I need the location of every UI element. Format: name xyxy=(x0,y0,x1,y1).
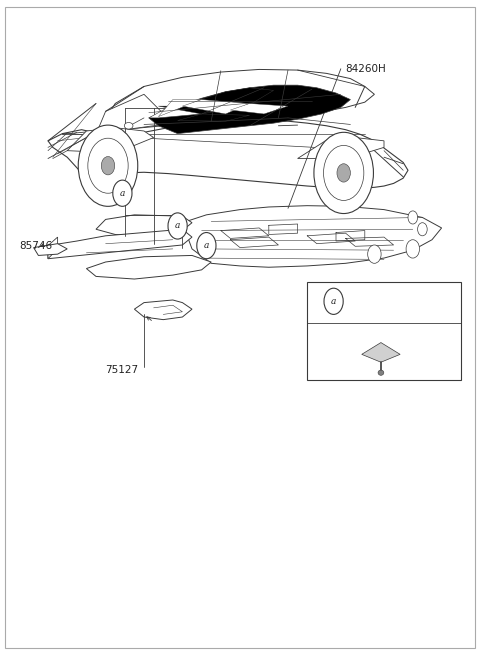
Polygon shape xyxy=(48,237,58,259)
Circle shape xyxy=(314,132,373,214)
Polygon shape xyxy=(158,100,202,117)
Text: 84260: 84260 xyxy=(166,92,199,102)
Polygon shape xyxy=(67,128,154,152)
Text: a: a xyxy=(175,221,180,231)
Ellipse shape xyxy=(378,370,384,375)
Circle shape xyxy=(197,233,216,259)
Polygon shape xyxy=(96,69,374,134)
Text: 84260H: 84260H xyxy=(346,64,386,74)
Text: a: a xyxy=(204,241,209,250)
Polygon shape xyxy=(362,343,400,362)
Polygon shape xyxy=(182,206,442,267)
Circle shape xyxy=(101,157,115,175)
Circle shape xyxy=(78,125,138,206)
Polygon shape xyxy=(182,100,250,114)
Polygon shape xyxy=(96,215,192,234)
Circle shape xyxy=(406,240,420,258)
Polygon shape xyxy=(34,244,67,255)
Circle shape xyxy=(168,213,187,239)
Polygon shape xyxy=(149,105,202,118)
Text: 85746: 85746 xyxy=(19,240,52,251)
Polygon shape xyxy=(48,229,192,259)
Ellipse shape xyxy=(124,122,133,129)
Text: a: a xyxy=(331,297,336,306)
Circle shape xyxy=(324,145,364,200)
Circle shape xyxy=(368,245,381,263)
Circle shape xyxy=(408,211,418,224)
Polygon shape xyxy=(298,138,384,159)
Polygon shape xyxy=(158,88,274,114)
Polygon shape xyxy=(149,85,350,134)
Polygon shape xyxy=(48,120,408,189)
Polygon shape xyxy=(230,103,288,114)
Circle shape xyxy=(113,180,132,206)
Text: a: a xyxy=(120,189,125,198)
Text: 75127: 75127 xyxy=(106,365,139,375)
Circle shape xyxy=(88,138,128,193)
Circle shape xyxy=(337,164,350,182)
Circle shape xyxy=(418,223,427,236)
Text: 84277: 84277 xyxy=(355,296,388,307)
Polygon shape xyxy=(86,255,211,279)
Polygon shape xyxy=(178,114,250,121)
Bar xyxy=(307,282,461,380)
Polygon shape xyxy=(96,94,173,134)
Circle shape xyxy=(324,288,343,314)
Polygon shape xyxy=(134,300,192,320)
